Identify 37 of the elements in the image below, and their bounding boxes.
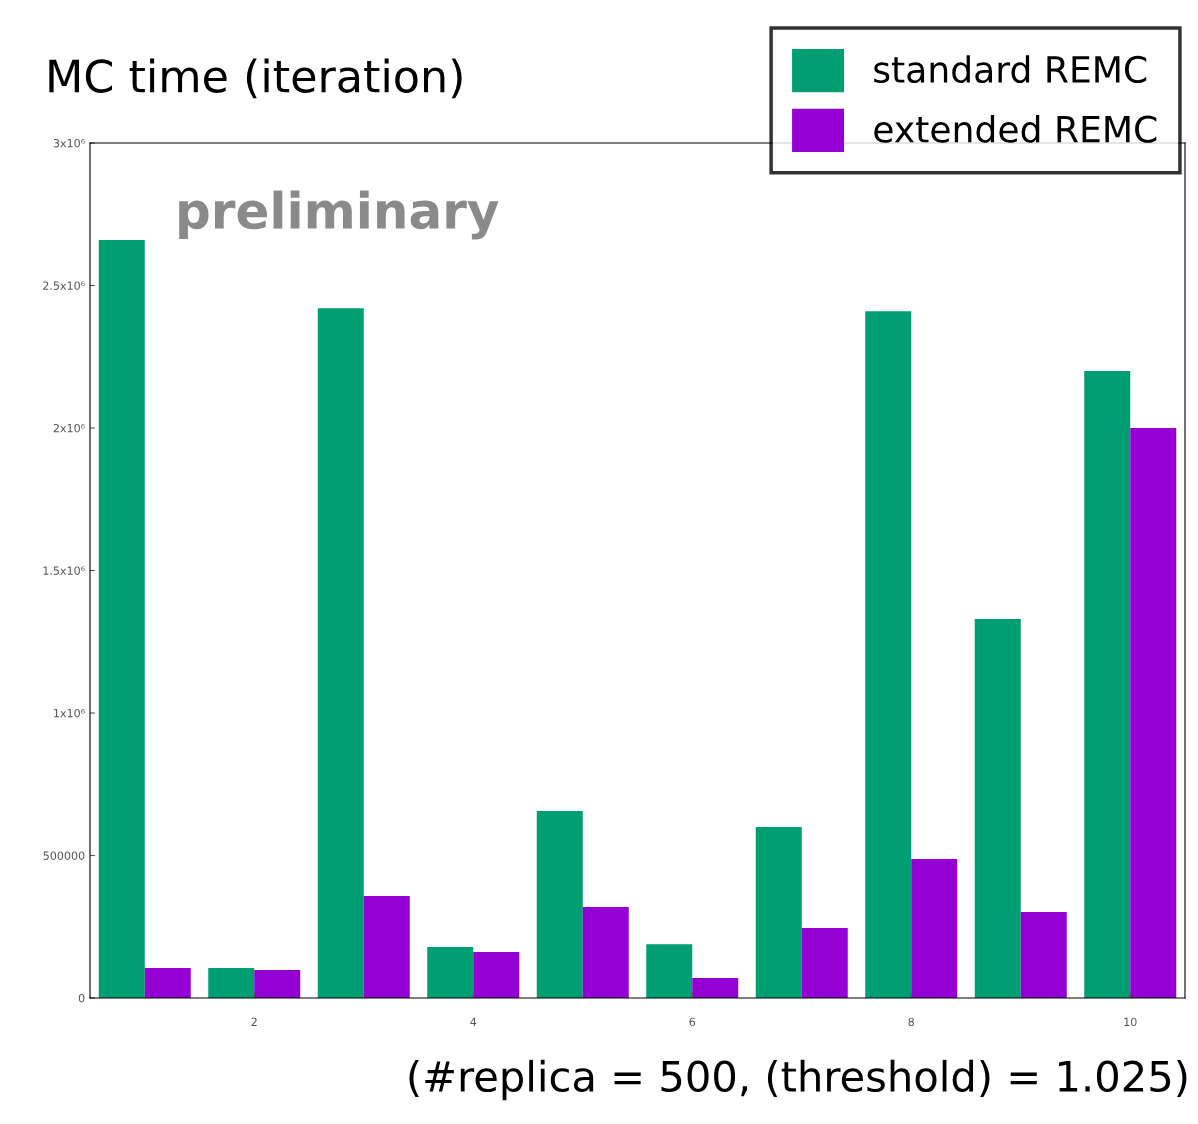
x-tick-label: 2 [251, 1017, 257, 1026]
bar [1084, 371, 1131, 998]
y-tick-label: 1.5x10⁶ [43, 566, 85, 575]
bar [317, 308, 364, 998]
bar [646, 944, 693, 998]
annotation: preliminary [179, 190, 499, 240]
bar [1130, 428, 1177, 998]
bar [1020, 911, 1067, 998]
bar [254, 970, 301, 998]
bar [473, 952, 520, 998]
x-tick-label: 8 [908, 1017, 915, 1027]
text: (#replica = 500, (threshold) = 1.025) [409, 1059, 1187, 1101]
y-tick-label: 0 [78, 993, 85, 1003]
bar [755, 827, 802, 998]
bar [363, 895, 410, 998]
bar [865, 311, 912, 998]
bar [427, 946, 474, 998]
x-tick-label: 10 [1124, 1017, 1137, 1027]
chart-title: MC time (iteration) [49, 58, 462, 99]
x-tick-label: 6 [689, 1017, 696, 1027]
y-tick-label: 2.5x10⁶ [43, 281, 85, 290]
bar [144, 968, 191, 998]
x-tick-label: 4 [470, 1017, 477, 1026]
y-tick-label: 500000 [43, 851, 85, 860]
y-tick-label: 3x10⁶ [53, 138, 85, 148]
legend-label: extended REMC [874, 114, 1157, 143]
bar [911, 858, 958, 998]
bar [974, 618, 1021, 998]
bar [536, 811, 583, 998]
bar [98, 239, 145, 998]
legend-label: standard REMC [874, 55, 1147, 84]
y-tick-label: 2x10⁶ [53, 423, 85, 433]
bar [692, 978, 739, 998]
bar [582, 907, 629, 998]
bar [801, 927, 848, 998]
bar [208, 968, 255, 998]
y-tick-label: 1x10⁶ [54, 708, 85, 718]
